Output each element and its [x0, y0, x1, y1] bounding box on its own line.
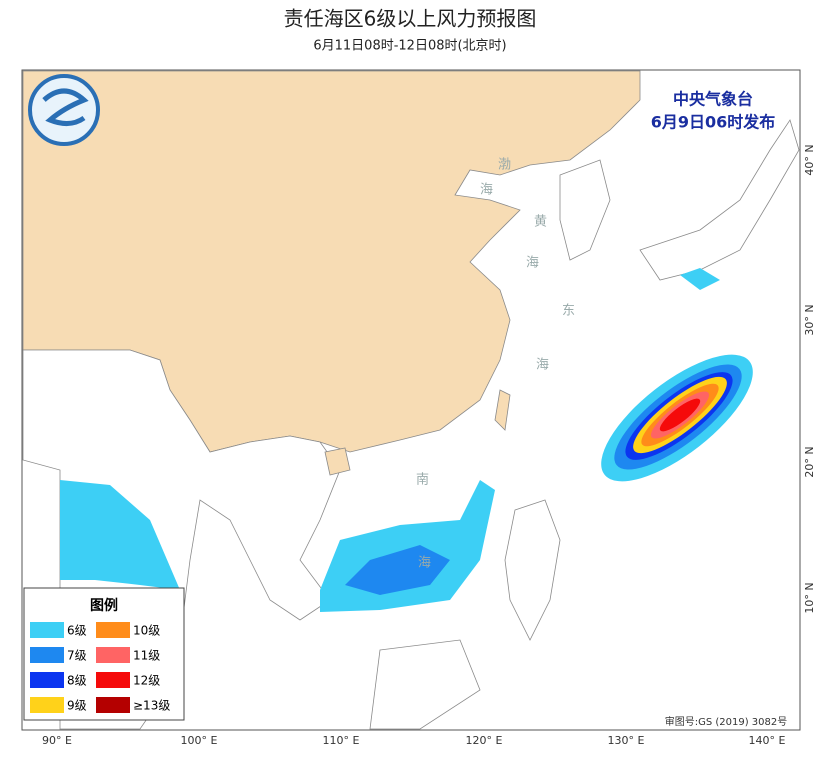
lon-label: 120° E — [466, 734, 503, 747]
subtitle: 6月11日08时-12日08时(北京时) — [313, 39, 506, 54]
legend-label: 10级 — [133, 624, 160, 638]
lat-label: 40° N — [803, 144, 816, 175]
legend-swatch — [96, 672, 130, 688]
sea-label: 东 — [562, 304, 575, 319]
sea-label: 渤 — [498, 157, 511, 173]
sea-label: 南 — [416, 472, 429, 488]
legend-label: ≥13级 — [133, 699, 170, 713]
legend-swatch — [30, 672, 64, 688]
legend-swatch — [96, 647, 130, 663]
sea-label: 海 — [418, 556, 431, 571]
legend-swatch — [30, 622, 64, 638]
issuer-name: 中央气象台 — [673, 90, 753, 109]
sea-label: 海 — [536, 358, 549, 373]
land — [22, 70, 800, 730]
sea-labels: 渤 海 黄 海 东 海 南 海 — [416, 157, 575, 571]
longitude-labels: 90° E 100° E 110° E 120° E 130° E 140° E — [42, 734, 785, 747]
sea-label: 海 — [480, 183, 493, 198]
lon-label: 140° E — [749, 734, 786, 747]
legend-swatch — [96, 697, 130, 713]
legend-swatch — [30, 697, 64, 713]
legend-label: 8级 — [67, 674, 87, 688]
legend-swatch — [30, 647, 64, 663]
approval-number: 审图号:GS (2019) 3082号 — [665, 715, 788, 728]
sea-label: 海 — [526, 256, 539, 271]
lon-label: 110° E — [323, 734, 360, 747]
latitude-labels: 10° N 20° N 30° N 40° N — [803, 144, 816, 613]
legend-label: 6级 — [67, 624, 87, 638]
legend-label: 7级 — [67, 649, 87, 663]
lon-label: 100° E — [181, 734, 218, 747]
legend-label: 9级 — [67, 699, 87, 713]
title: 责任海区6级以上风力预报图 — [284, 7, 537, 31]
lat-label: 10° N — [803, 582, 816, 613]
issue-time: 6月9日06时发布 — [651, 113, 776, 132]
lon-label: 90° E — [42, 734, 72, 747]
legend-swatch — [96, 622, 130, 638]
wind-areas — [60, 268, 753, 612]
logo — [28, 74, 100, 146]
legend-label: 12级 — [133, 674, 160, 688]
lat-label: 20° N — [803, 446, 816, 477]
sea-label: 黄 — [534, 215, 547, 230]
legend-title: 图例 — [90, 597, 118, 614]
lon-label: 130° E — [608, 734, 645, 747]
legend: 图例 6级 7级 8级 9级 10级 11级 12级 ≥13级 — [23, 587, 185, 721]
lat-label: 30° N — [803, 304, 816, 335]
legend-label: 11级 — [133, 649, 160, 663]
